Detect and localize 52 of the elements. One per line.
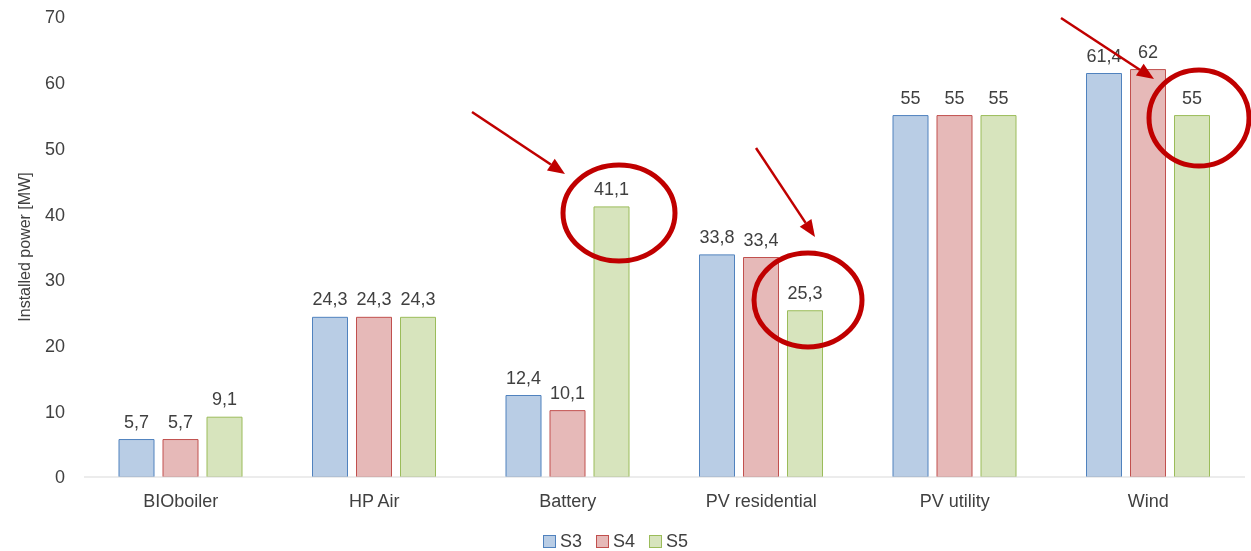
data-label: 33,4 — [743, 229, 779, 250]
data-label: 10,1 — [549, 382, 586, 403]
x-tick-label: HP Air — [348, 490, 400, 511]
data-label: 5,7 — [167, 411, 194, 432]
y-tick-label: 70 — [44, 7, 65, 28]
data-label: 24,3 — [400, 289, 436, 310]
data-label: 61,4 — [1086, 45, 1122, 66]
bar — [206, 416, 243, 477]
y-tick-label: 60 — [44, 73, 65, 94]
data-label: 55 — [988, 87, 1009, 108]
bar — [505, 395, 542, 477]
bar — [118, 439, 155, 477]
bar — [593, 206, 630, 477]
data-label: 24,3 — [356, 289, 392, 310]
x-tick-label: PV residential — [705, 490, 817, 511]
legend-label: S3 — [559, 531, 582, 551]
y-axis-title: Installed power [MW] — [15, 172, 33, 322]
bar — [699, 254, 735, 477]
bar — [356, 316, 392, 477]
bar — [162, 439, 199, 477]
data-label: 33,8 — [699, 226, 735, 247]
bar — [1086, 73, 1122, 477]
data-label: 55 — [900, 87, 921, 108]
bar — [743, 257, 779, 477]
x-tick-label: PV utility — [919, 490, 990, 511]
y-tick-label: 0 — [54, 467, 65, 488]
y-tick-label: 30 — [44, 270, 65, 291]
bar — [936, 115, 973, 477]
data-label: 62 — [1137, 41, 1159, 62]
y-tick-label: 50 — [44, 138, 65, 159]
data-label: 25,3 — [787, 282, 823, 303]
bar — [892, 115, 929, 477]
x-tick-label: Wind — [1127, 490, 1169, 511]
legend-label: S5 — [666, 531, 689, 551]
bar — [400, 316, 436, 477]
x-tick-label: Battery — [539, 490, 597, 511]
data-label: 55 — [1181, 87, 1203, 108]
y-tick-label: 40 — [44, 204, 65, 225]
bar — [312, 316, 348, 477]
legend-label: S4 — [612, 531, 636, 551]
data-label: 12,4 — [505, 367, 542, 388]
x-tick-label: BIOboiler — [143, 490, 219, 511]
data-label: 55 — [944, 87, 965, 108]
data-label: 41,1 — [593, 178, 630, 199]
bar — [980, 115, 1017, 477]
bar — [787, 310, 823, 477]
y-tick-label: 20 — [44, 335, 65, 356]
data-label: 24,3 — [312, 289, 348, 310]
y-tick-label: 10 — [44, 401, 65, 422]
data-label: 9,1 — [211, 389, 238, 410]
bar — [549, 410, 586, 477]
data-label: 5,7 — [123, 411, 150, 432]
